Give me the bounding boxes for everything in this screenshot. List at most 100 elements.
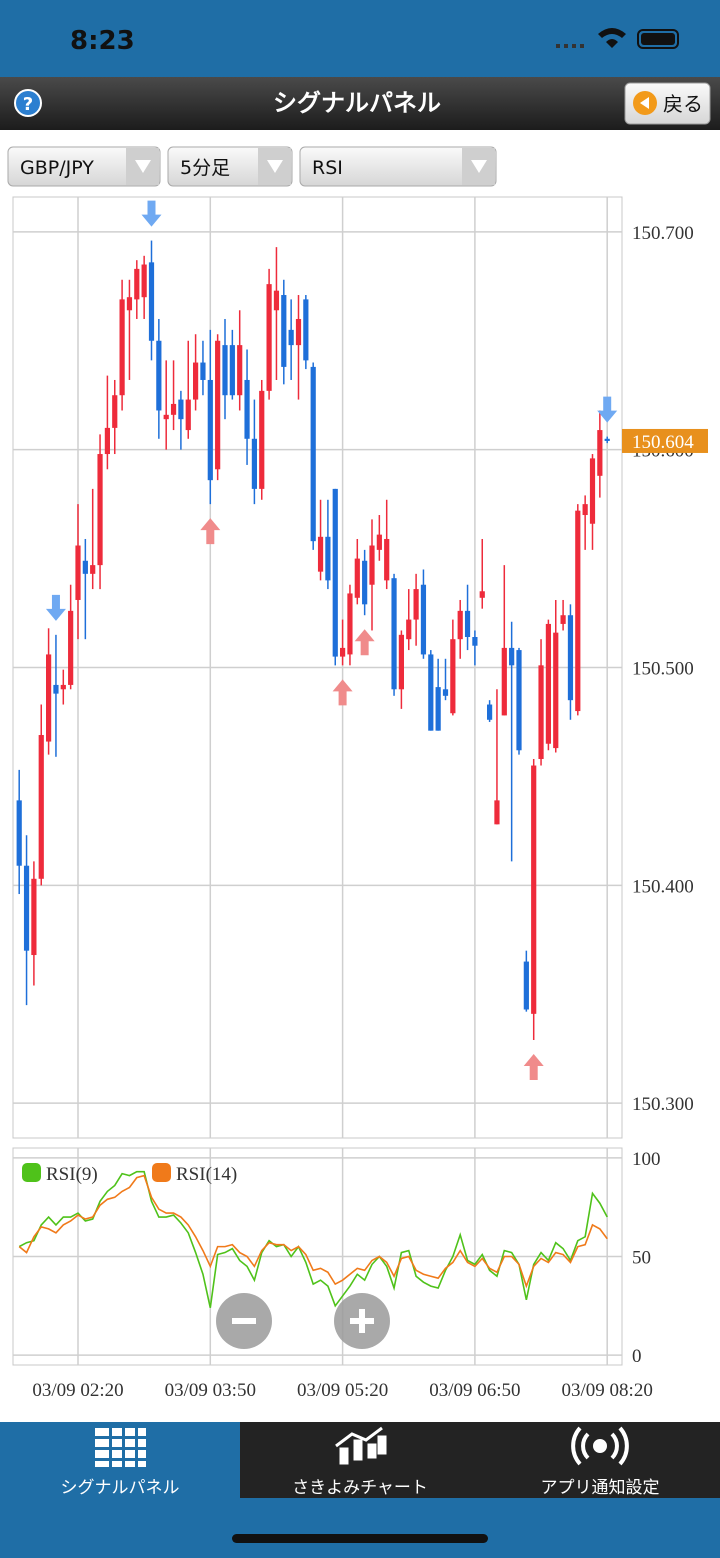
candle-body — [207, 379, 213, 481]
candle-body — [200, 362, 206, 380]
tab-icon-panel — [95, 1428, 146, 1467]
sell-signal — [141, 200, 162, 227]
y-tick-label: 100 — [632, 1149, 661, 1170]
plot-area: 150.300150.400150.500150.600150.70005010… — [12, 196, 708, 1401]
zoom-icon — [350, 1309, 374, 1333]
x-tick-label: 03/09 02:20 — [32, 1380, 123, 1401]
rsi-line — [18, 1174, 608, 1289]
dropdown[interactable] — [299, 146, 497, 187]
dropdown-label: GBP/JPY — [20, 157, 94, 179]
sell-signal — [597, 396, 618, 423]
candle-body — [332, 488, 338, 657]
candle-body — [134, 268, 140, 300]
tab-label[interactable]: アプリ通知設定 — [541, 1478, 660, 1498]
buy-signal — [200, 518, 221, 545]
y-tick-label: 0 — [632, 1346, 642, 1367]
rsi-line — [18, 1170, 608, 1308]
back-arrow — [640, 97, 649, 109]
status-time: 8:23 — [70, 26, 135, 56]
dropdown-arrow — [267, 160, 283, 173]
tab-label[interactable]: さきよみチャート — [292, 1478, 428, 1498]
tabs: シグナルパネル さきよみチャート アプリ通知設定 — [61, 1478, 660, 1498]
candle-body — [178, 399, 184, 420]
tab-label[interactable]: シグナルパネル — [61, 1478, 180, 1498]
x-tick-label: 03/09 05:20 — [297, 1380, 388, 1401]
candle-body — [560, 615, 566, 624]
legend-swatch — [22, 1163, 41, 1182]
candle-body — [112, 395, 118, 428]
candle-body — [464, 610, 471, 638]
candle-body — [23, 865, 30, 951]
candle-body — [369, 545, 375, 585]
buy-signal — [332, 679, 353, 706]
dropdown-arrow — [135, 160, 151, 173]
candle-body — [185, 399, 191, 431]
last-price-label: 150.604 — [632, 432, 694, 453]
candle-body — [251, 438, 257, 489]
help-icon: ? — [23, 94, 33, 115]
x-tick-label: 03/09 03:50 — [165, 1380, 256, 1401]
candle-body — [295, 318, 302, 346]
candle-body — [487, 704, 493, 720]
home-indicator — [232, 1534, 488, 1543]
candle-body — [420, 584, 427, 655]
candle-body — [229, 345, 235, 396]
legend-label: RSI(14) — [176, 1164, 237, 1185]
candle-body — [413, 589, 419, 620]
candle-body — [53, 684, 59, 694]
y-tick-label: 50 — [632, 1248, 651, 1269]
candle-body — [479, 591, 485, 598]
candle-body — [391, 578, 397, 690]
candle-body — [281, 295, 287, 367]
candle-body — [310, 366, 316, 542]
candle-body — [97, 454, 103, 566]
status-icons — [556, 28, 679, 49]
candle-body — [75, 545, 81, 600]
header-title: シグナルパネル — [273, 89, 441, 117]
candle-body — [288, 329, 294, 346]
candle-body — [442, 689, 449, 696]
candle-body — [60, 684, 66, 690]
candle-body — [347, 593, 353, 655]
candle-body — [398, 634, 404, 690]
candle-body — [582, 504, 588, 516]
back-label: 戻る — [663, 92, 703, 116]
help-button[interactable] — [14, 89, 42, 117]
tab-icon-notify — [571, 1426, 629, 1466]
dropdown-label: RSI — [312, 157, 343, 179]
buy-signal — [523, 1053, 544, 1080]
candle-body — [435, 687, 441, 731]
tab-icon-forecast — [335, 1426, 387, 1465]
candle-body — [104, 427, 110, 455]
candle-body — [450, 639, 456, 714]
candle-body — [90, 565, 96, 574]
candle-body — [46, 654, 52, 742]
selectors: GBP/JPY 5分足 RSI — [7, 146, 497, 187]
y-tick-label: 150.300 — [632, 1094, 694, 1115]
y-tick-label: 150.700 — [632, 223, 694, 244]
candle-body — [428, 654, 434, 731]
dropdown-arrow — [471, 160, 487, 173]
candle-body — [303, 299, 309, 361]
legend-label: RSI(9) — [46, 1164, 98, 1185]
candle-body — [604, 438, 610, 441]
dropdown[interactable] — [7, 146, 161, 187]
candle-body — [148, 262, 155, 341]
candle-body — [531, 765, 537, 1014]
candle-body — [589, 458, 596, 524]
y-tick-label: 150.400 — [632, 876, 694, 897]
candle-body — [237, 345, 243, 396]
candle-body — [376, 534, 382, 550]
candle-body — [553, 632, 559, 749]
candle-body — [362, 560, 368, 605]
candle-body — [501, 647, 507, 716]
x-tick-label: 03/09 08:20 — [562, 1380, 653, 1401]
candle-body — [340, 647, 346, 657]
candle-body — [523, 961, 529, 1010]
candle-body — [266, 284, 272, 391]
y-tick-label: 150.500 — [632, 659, 694, 680]
candle-body — [163, 414, 169, 420]
legend-swatch — [152, 1163, 171, 1182]
tab-bar-dark — [240, 1422, 720, 1498]
